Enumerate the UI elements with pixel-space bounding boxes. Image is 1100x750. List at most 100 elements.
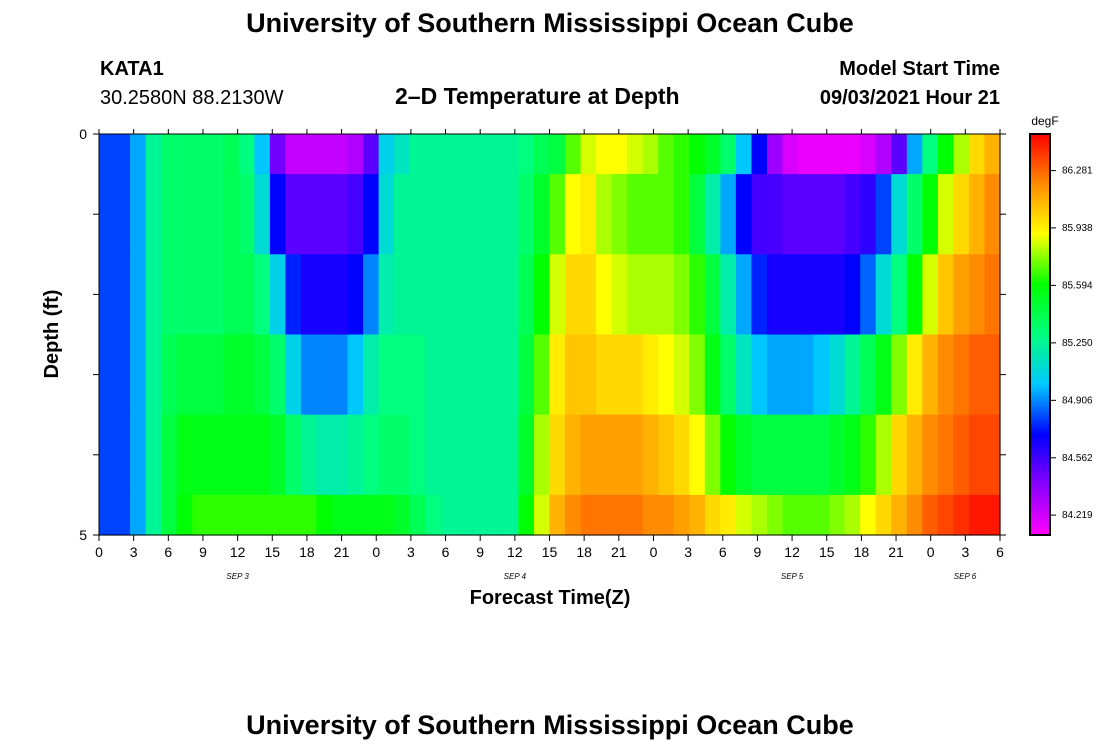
heatmap-cell (735, 254, 753, 336)
heatmap-cell (425, 334, 442, 416)
heatmap-cell (798, 414, 815, 496)
heatmap-cell (906, 134, 923, 175)
x-tick-label: 0 (372, 544, 380, 560)
heatmap-cell (565, 414, 582, 496)
heatmap-cell (813, 334, 830, 416)
x-tick-label: 6 (442, 544, 450, 560)
heatmap-cell (735, 174, 753, 255)
heatmap-cell (735, 334, 753, 416)
heatmap-cell (844, 254, 861, 336)
heatmap-cell (378, 174, 395, 255)
heatmap-cell (968, 334, 986, 416)
heatmap-cell (658, 134, 675, 175)
heatmap-cell (316, 174, 333, 255)
heatmap-cell (254, 134, 271, 175)
heatmap-cell (207, 334, 224, 416)
heatmap-cell (627, 174, 644, 255)
heatmap-cell (394, 414, 411, 496)
heatmap-cell (860, 414, 877, 496)
heatmap-cell (891, 414, 908, 496)
heatmap-cell (207, 174, 224, 255)
heatmap-cell (565, 334, 582, 416)
heatmap-cell (829, 334, 846, 416)
x-tick-label: 0 (95, 544, 103, 560)
x-tick-label: 9 (754, 544, 762, 560)
heatmap-cell (798, 494, 815, 536)
heatmap-cell (145, 254, 162, 336)
heatmap-cell (689, 254, 706, 336)
heatmap-cell (673, 254, 690, 336)
heatmap-cell (813, 174, 830, 255)
heatmap-cell (285, 494, 302, 536)
heatmap-cell (533, 334, 551, 416)
heatmap-cell (922, 174, 939, 255)
heatmap-cell (565, 174, 582, 255)
heatmap-cell (502, 134, 520, 175)
heatmap-cell (860, 174, 877, 255)
heatmap-cell (269, 254, 287, 336)
heatmap-cell (409, 494, 426, 536)
heatmap-cell (316, 414, 333, 496)
heatmap-cell (627, 334, 644, 416)
heatmap-cell (394, 174, 411, 255)
heatmap-cell (596, 134, 613, 175)
heatmap-cell (440, 414, 457, 496)
heatmap-cell (145, 174, 162, 255)
heatmap-cell (704, 134, 721, 175)
x-tick-label: 18 (576, 544, 592, 560)
model-start-label: Model Start Time (839, 58, 1000, 80)
heatmap-cell (565, 494, 582, 536)
heatmap-cell (269, 174, 287, 255)
heatmap-cell (798, 174, 815, 255)
heatmap-cell (332, 414, 349, 496)
heatmap-cell (99, 134, 116, 175)
heatmap-cell (704, 174, 721, 255)
heatmap-cell (471, 254, 488, 336)
heatmap-cell (114, 134, 131, 175)
heatmap-cell (300, 494, 318, 536)
heatmap-cell (285, 134, 302, 175)
heatmap-cell (502, 334, 520, 416)
heatmap-cell (533, 134, 551, 175)
heatmap-cell (114, 174, 131, 255)
heatmap-cell (642, 174, 659, 255)
heatmap-cell (596, 174, 613, 255)
heatmap-cell (285, 334, 302, 416)
heatmap-cell (114, 334, 131, 416)
heatmap-cell (875, 134, 892, 175)
colorbar-tick-label: 85.594 (1062, 280, 1093, 291)
x-tick-label: 6 (996, 544, 1004, 560)
page-title: University of Southern Mississippi Ocean… (246, 8, 854, 38)
heatmap-cell (968, 414, 986, 496)
heatmap-cell (829, 174, 846, 255)
x-tick-label: 6 (164, 544, 172, 560)
heatmap-cell (735, 134, 753, 175)
x-tick-label: 0 (927, 544, 935, 560)
y-tick-label: 0 (79, 126, 87, 142)
x-tick-label: 15 (819, 544, 835, 560)
heatmap-cell (425, 494, 442, 536)
x-tick-label: 21 (334, 544, 350, 560)
heatmap-cell (425, 174, 442, 255)
heatmap-cell (99, 414, 116, 496)
heatmap-cell (735, 414, 753, 496)
heatmap-cell (782, 174, 799, 255)
heatmap-cell (223, 334, 240, 416)
heatmap-cell (782, 134, 799, 175)
heatmap-cell (642, 334, 659, 416)
heatmap-cell (409, 134, 426, 175)
heatmap-cell (130, 494, 147, 536)
heatmap-cell (238, 494, 255, 536)
heatmap-cell (642, 254, 659, 336)
heatmap-cell (207, 494, 224, 536)
x-tick-label: 15 (542, 544, 558, 560)
heatmap-cell (440, 254, 457, 336)
heatmap-cell (223, 254, 240, 336)
heatmap-cell (99, 334, 116, 416)
heatmap-cell (130, 414, 147, 496)
heatmap-cell (114, 414, 131, 496)
heatmap-cell (906, 334, 923, 416)
heatmap-cell (875, 254, 892, 336)
heatmap-cell (363, 174, 380, 255)
heatmap-cell (130, 334, 147, 416)
